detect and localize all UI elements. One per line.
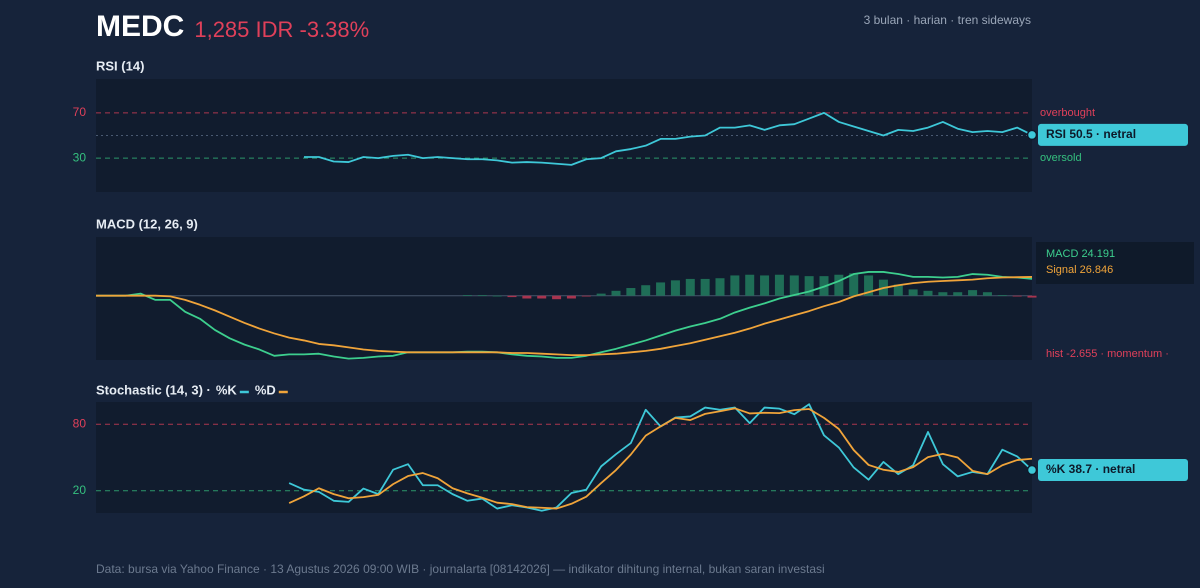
plot-background [96, 237, 1032, 360]
series-label: MACD 24.191 [1046, 248, 1115, 260]
histogram-bar [893, 284, 903, 296]
y-tick-label: 70 [73, 105, 87, 119]
histogram-bar [908, 289, 918, 296]
end-label-box [1038, 123, 1188, 146]
histogram-bar [774, 274, 784, 296]
histogram-bar [1012, 295, 1022, 297]
histogram-bar [982, 292, 992, 296]
histogram-bar [730, 275, 740, 296]
legend-label: %D [255, 382, 276, 397]
histogram-bar [715, 278, 725, 296]
histogram-bar [953, 292, 963, 296]
end-label-box [1038, 459, 1188, 482]
threshold-note: overbought [1040, 107, 1095, 119]
histogram-bar [462, 295, 472, 296]
ticker: MEDC [96, 10, 184, 43]
histogram-bar [537, 295, 547, 299]
histogram-bar [670, 280, 680, 296]
end-dot [1026, 464, 1038, 476]
panel-title: MACD (12, 26, 9) [96, 216, 198, 231]
quote: 1,285 IDR -3.38% [194, 17, 369, 42]
histogram-bar [566, 295, 576, 299]
series-line [96, 271, 1033, 360]
histogram-bar [997, 295, 1007, 296]
histogram-bar [581, 295, 591, 297]
histogram-bar [804, 276, 814, 296]
y-tick-label: 20 [73, 483, 87, 497]
end-label: RSI 50.5 · netral [1046, 127, 1136, 141]
series-line [288, 407, 1033, 510]
plot-background [96, 402, 1032, 513]
panel-title: Stochastic (14, 3) · [96, 382, 211, 397]
histogram-bar [552, 295, 562, 300]
histogram-bar [968, 290, 978, 296]
histogram-bar [507, 295, 517, 298]
histogram-bar [789, 275, 799, 296]
histogram-bar [1027, 295, 1037, 298]
y-tick-label: 80 [73, 416, 87, 430]
histogram-bar [641, 285, 651, 296]
histogram-bar [923, 290, 933, 296]
histogram-bar [596, 293, 606, 296]
histogram-bar [626, 288, 636, 296]
histogram-bar [700, 278, 710, 296]
histogram-bar [745, 274, 755, 296]
histogram-bar [760, 275, 770, 296]
legend-label: %K [216, 382, 238, 397]
panel-title: RSI (14) [96, 58, 144, 73]
meta: 3 bulan · harian · tren sideways [864, 13, 1031, 27]
footer: Data: bursa via Yahoo Finance · 13 Agust… [96, 562, 825, 576]
end-dot [1026, 129, 1038, 141]
histogram-bar [656, 282, 666, 296]
series-line [96, 276, 1033, 357]
histogram-bar [685, 278, 695, 296]
histogram-bar [611, 290, 621, 296]
histogram-bar [492, 295, 502, 297]
histogram-bar [938, 292, 948, 296]
histogram-bar [522, 295, 532, 299]
histogram-bar [864, 275, 874, 296]
histogram-bar [477, 295, 487, 296]
y-tick-label: 30 [73, 150, 87, 164]
threshold-note: oversold [1040, 152, 1082, 164]
histogram-bar [834, 274, 844, 296]
series-label: hist -2.655 · momentum · [1046, 348, 1169, 360]
series-label: Signal 26.846 [1046, 264, 1113, 276]
histogram-bar [849, 273, 859, 296]
label-box [1036, 242, 1194, 284]
end-label: %K 38.7 · netral [1046, 462, 1135, 476]
series-line [304, 112, 1033, 166]
